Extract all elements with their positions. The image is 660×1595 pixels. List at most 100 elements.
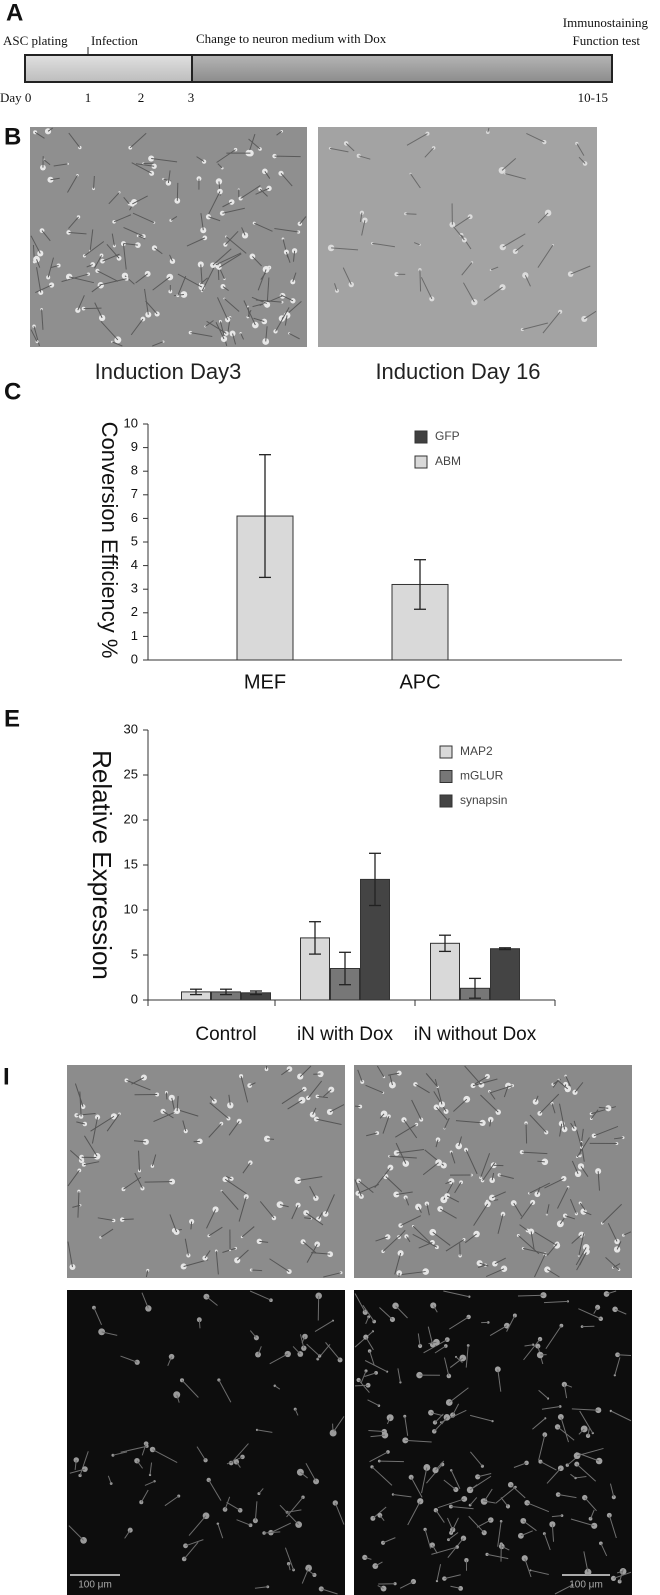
cell [305, 1564, 312, 1572]
cell-process [196, 1446, 207, 1461]
cell-process [482, 1500, 496, 1504]
cell-process [108, 192, 120, 205]
cell-process [285, 251, 291, 263]
cell-process [370, 1434, 385, 1438]
cell-process [489, 1325, 508, 1336]
cell-process [83, 307, 102, 310]
cell-process [134, 1172, 143, 1189]
cell-process [331, 247, 359, 251]
cell-process [563, 1384, 568, 1399]
cell-process [190, 1221, 193, 1230]
cell [124, 276, 129, 281]
cell-process [176, 1096, 179, 1112]
cell-process [397, 1368, 401, 1383]
cell-process [299, 1065, 312, 1077]
cell [370, 242, 374, 245]
cell-process [89, 229, 94, 251]
cell-process [590, 1509, 595, 1519]
y-tick-label: 10 [124, 901, 138, 916]
image-caption: Induction Day 16 [375, 359, 540, 384]
cell-process [556, 1079, 568, 1090]
cell-process [284, 1547, 295, 1571]
cell-process [259, 1201, 275, 1219]
cell-process [387, 1072, 400, 1076]
cell-process [574, 1082, 584, 1093]
cell-process [34, 131, 45, 139]
cell-process [305, 1463, 317, 1482]
cell-process [77, 295, 85, 311]
cell-process [140, 1489, 149, 1503]
cell-process [251, 1269, 263, 1272]
cell-process [357, 1069, 363, 1083]
cell [142, 162, 145, 165]
cell [139, 1500, 144, 1505]
cell-process [122, 1218, 134, 1221]
cell-process [354, 1293, 366, 1313]
cell [237, 1507, 243, 1513]
cell-process [412, 1225, 432, 1245]
cell-process [405, 1197, 410, 1206]
cell [148, 1473, 152, 1477]
cell [98, 314, 106, 322]
cell-process [515, 244, 524, 252]
day-label: Day 0 [0, 90, 31, 105]
cell-process [274, 1385, 281, 1390]
cell [188, 330, 193, 335]
day-label: 10-15 [578, 90, 608, 105]
cell-process [228, 1094, 231, 1106]
cell-process [190, 332, 213, 338]
timeline-phase [191, 54, 613, 83]
cell-process [253, 317, 265, 322]
cell [394, 272, 399, 277]
cell-process [176, 1394, 180, 1403]
error-bar [309, 921, 321, 955]
cell [94, 1114, 101, 1120]
cell-process [215, 1250, 219, 1275]
cell [75, 307, 81, 313]
cell-process [177, 275, 187, 296]
cell [33, 255, 40, 263]
cell-process [84, 1135, 98, 1157]
cell-process [405, 1439, 432, 1443]
cell [442, 1576, 447, 1581]
cell-process [325, 1194, 335, 1215]
cell-process [72, 1204, 81, 1208]
cell-process [506, 1315, 516, 1332]
cell [229, 330, 236, 337]
cell-process [137, 235, 146, 240]
cell-process [535, 1095, 539, 1103]
cell [150, 1164, 155, 1168]
cell-process [69, 1468, 86, 1474]
cell [560, 1514, 564, 1517]
cell [180, 1263, 187, 1270]
cell-process [520, 1202, 534, 1220]
cell-process [124, 1529, 131, 1539]
cell-process [420, 277, 433, 300]
cell-process [436, 1564, 442, 1582]
cell-process [476, 1519, 492, 1528]
panel-label: E [4, 705, 20, 732]
cell-process [266, 277, 270, 305]
cell [262, 338, 270, 345]
cell-process [455, 1356, 463, 1364]
cell-process [434, 1345, 447, 1354]
cell-process [522, 322, 549, 331]
cell-process [519, 1224, 528, 1231]
y-tick-label: 15 [124, 856, 138, 871]
cell-process [94, 302, 103, 319]
cell-process [299, 216, 307, 225]
cell-process [478, 1264, 486, 1268]
cell-process [448, 1316, 469, 1330]
cell-process [417, 1333, 421, 1347]
cell-process [432, 1305, 438, 1313]
cell-process [204, 1250, 211, 1259]
cell-process [222, 207, 245, 214]
cell-process [526, 132, 545, 143]
cell-process [375, 1236, 388, 1242]
panel-label: A [6, 0, 23, 26]
cell-process [259, 188, 268, 197]
cell-process [364, 1556, 372, 1560]
cell-process [608, 1515, 617, 1539]
cell-process [382, 1537, 396, 1544]
cell [614, 1238, 620, 1245]
